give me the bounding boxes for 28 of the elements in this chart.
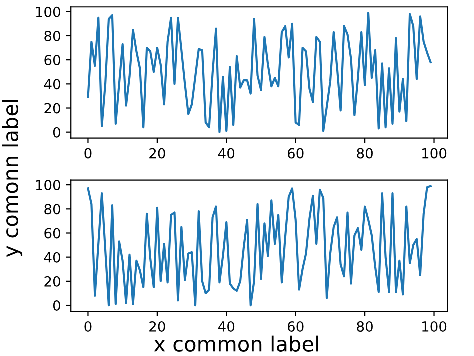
y-tick-label: 100 <box>36 180 60 191</box>
y-tick-label: 100 <box>36 6 60 18</box>
x-tick-label: 0 <box>84 321 92 332</box>
y-tick-label: 40 <box>44 79 60 90</box>
y-tick-label: 80 <box>44 30 60 42</box>
y-tick-label: 20 <box>44 276 60 287</box>
x-tick-label: 40 <box>218 148 235 159</box>
y-tick-label: 40 <box>44 252 60 263</box>
line-series <box>87 12 432 134</box>
x-tick-label: 20 <box>150 148 166 159</box>
line-series <box>87 185 432 307</box>
x-axis-title: x common label <box>154 336 318 352</box>
y-tick-label: 80 <box>44 204 60 215</box>
y-axis-title: y comonn label <box>2 100 23 258</box>
x-tick-label: 100 <box>422 148 447 159</box>
y-tick-label: 60 <box>44 55 60 66</box>
y-tick-label: 60 <box>44 228 60 239</box>
y-tick-label: 0 <box>53 127 60 138</box>
x-tick-label: 100 <box>422 321 447 332</box>
x-tick-label: 80 <box>357 321 373 332</box>
x-tick-label: 40 <box>218 321 235 332</box>
x-tick-label: 80 <box>357 148 373 159</box>
x-tick-label: 20 <box>150 321 166 332</box>
x-tick-label: 60 <box>288 321 304 332</box>
y-tick-label: 20 <box>44 103 60 114</box>
y-tick-label: 0 <box>53 300 60 312</box>
x-tick-label: 0 <box>84 148 92 159</box>
x-tick-label: 60 <box>288 148 304 159</box>
